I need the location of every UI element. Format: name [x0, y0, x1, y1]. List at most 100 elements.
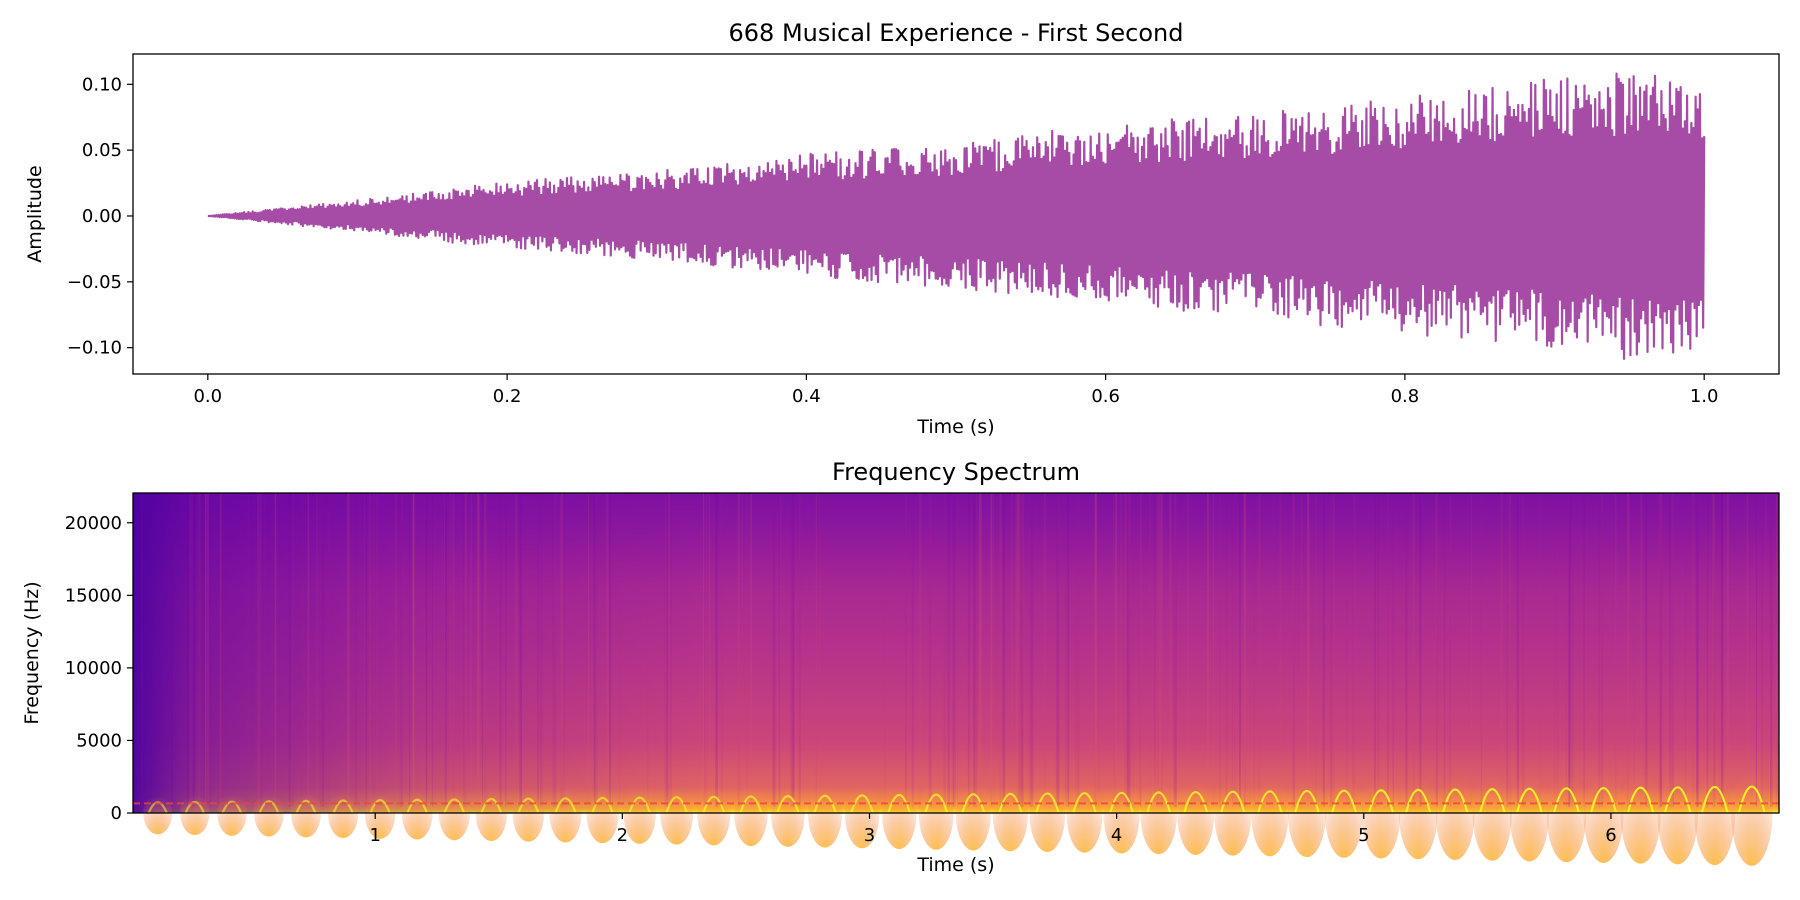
spectrum-streak [171, 493, 173, 807]
spectrum-streak [1333, 493, 1335, 807]
spectrum-streak [409, 493, 411, 807]
spectrum-streak [449, 493, 451, 807]
spectrum-pulse [1331, 789, 1358, 814]
spectrum-streak [199, 493, 201, 807]
spectrum-streak [1243, 493, 1246, 807]
spectrum-pulse [702, 795, 726, 814]
spectrum-streak [778, 493, 781, 807]
spectrum-streak [606, 493, 609, 807]
spectrum-streak [539, 493, 543, 807]
spectrum-streak [1443, 493, 1446, 807]
spectrum-streak [1329, 493, 1333, 807]
spectrum-streak [1292, 493, 1295, 807]
spectrum-streak [943, 493, 946, 807]
spectrum-streak [1405, 493, 1408, 807]
spectrum-streak [1094, 493, 1097, 807]
spectrum-streak [552, 493, 554, 807]
spectrum-streak [1387, 493, 1389, 807]
spectrum-streak [1765, 493, 1768, 807]
spectrum-streak [1231, 493, 1234, 807]
spectrum-streak [1253, 493, 1255, 807]
waveform-x-ticks: 0.0 0.2 0.4 0.6 0.8 1.0 [193, 374, 1719, 407]
spectrum-streak [1018, 493, 1022, 807]
spectrum-streak [792, 493, 795, 807]
spectrum-pulse [1257, 790, 1283, 814]
spectrum-streak [170, 493, 173, 807]
waveform-x-label: Time (s) [916, 416, 994, 438]
waveform-x-tick-label: 0.4 [792, 386, 821, 407]
spectrum-streak [1644, 493, 1648, 807]
spectrum-y-tick-label: 20000 [65, 513, 122, 534]
spectrum-streak [668, 493, 670, 807]
spectrum-x-tick-label: 2 [617, 825, 628, 846]
spectrum-streak [1776, 493, 1778, 807]
spectrum-streak [368, 493, 371, 807]
spectrum-streak [704, 493, 706, 807]
spectrum-streak [219, 493, 222, 807]
spectrum-streak [560, 493, 563, 807]
spectrum-streak [1057, 493, 1060, 807]
spectrum-streak [772, 493, 776, 807]
spectrum-pulse [1589, 787, 1618, 814]
spectrum-streak [499, 493, 502, 807]
spectrum-streak [220, 493, 222, 807]
spectrum-pulse [1294, 790, 1320, 814]
spectrum-pulse [1478, 788, 1506, 814]
spectrum-pulse [1626, 786, 1655, 814]
spectrum-streak [1022, 493, 1024, 807]
spectrum-pulse [591, 796, 614, 814]
spectrum-streak [918, 493, 922, 807]
spectrum-streak [1755, 493, 1757, 807]
spectrum-streak [976, 493, 978, 807]
spectrum-streak [1015, 493, 1017, 807]
spectrum-streak [1516, 493, 1519, 807]
spectrum-x-tick-label: 4 [1111, 825, 1122, 846]
spectrum-streak [328, 493, 330, 807]
waveform-y-tick-label: −0.10 [67, 338, 122, 359]
spectrum-streak [1521, 493, 1525, 807]
spectrum-pulse [369, 799, 391, 814]
spectrum-streak [669, 493, 672, 807]
spectrum-streak [1508, 493, 1512, 807]
spectrum-streak [1539, 493, 1541, 807]
spectrum-streak [1124, 493, 1128, 807]
spectrum-streak [1128, 493, 1132, 807]
waveform-y-tick-label: 0.00 [82, 206, 122, 227]
spectrum-streak [1696, 493, 1699, 807]
spectrum-streak [1449, 493, 1451, 807]
spectrum-streak [292, 493, 294, 807]
spectrum-streak [210, 493, 212, 807]
spectrum-streak [443, 493, 445, 807]
spectrum-panel: Frequency Spectrum 1 2 3 4 5 6 0 5000 10000 1500… [21, 458, 1780, 876]
spectrum-pulse [554, 797, 577, 814]
spectrum-streak [1480, 493, 1482, 807]
spectrum-streak [1518, 493, 1520, 807]
spectrum-pulse [1700, 786, 1729, 814]
spectrum-streak [1554, 493, 1555, 807]
spectrum-streak [1412, 493, 1416, 807]
spectrum-streak [1721, 493, 1723, 807]
spectrum-streak [1173, 493, 1177, 807]
spectrum-streak [1154, 493, 1156, 807]
spectrum-streak [1021, 493, 1024, 807]
spectrum-streak [911, 493, 914, 807]
waveform-x-tick-label: 0.6 [1091, 386, 1120, 407]
spectrum-streak [1598, 493, 1600, 807]
waveform-y-tick-label: −0.05 [67, 272, 122, 293]
spectrum-streak [191, 493, 194, 807]
spectrum-streak [720, 493, 724, 807]
spectrum-streak [257, 493, 260, 807]
spectrum-streak [588, 493, 589, 807]
spectrum-streak [1721, 493, 1724, 807]
spectrum-streak [1067, 493, 1070, 807]
spectrum-streak [1138, 493, 1141, 807]
spectrum-streak [1002, 493, 1006, 807]
spectrum-streak [1279, 493, 1282, 807]
spectrum-streak [412, 493, 415, 807]
spectrum-streak [1161, 493, 1163, 807]
spectrum-streak [1127, 493, 1130, 807]
spectrum-streak [741, 493, 743, 807]
spectrum-pulse [665, 796, 689, 814]
spectrum-streak [1659, 493, 1663, 807]
